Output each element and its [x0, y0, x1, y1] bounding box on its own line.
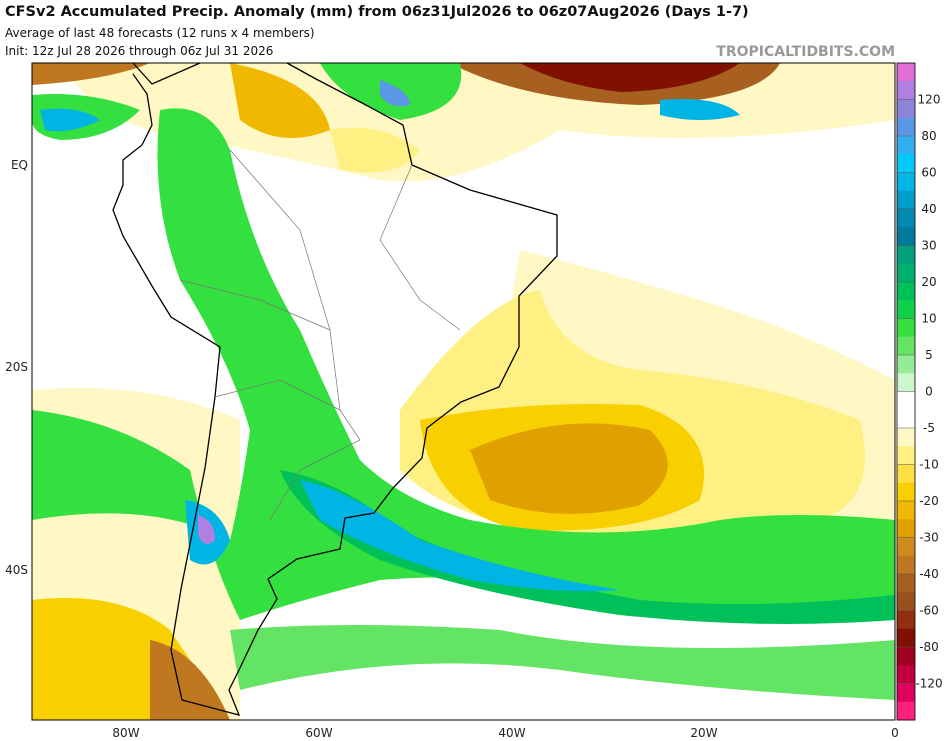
- colorbar-label: 10: [921, 312, 936, 326]
- subtitle: Average of last 48 forecasts (12 runs x …: [5, 26, 315, 40]
- title: CFSv2 Accumulated Precip. Anomaly (mm) f…: [5, 4, 749, 20]
- colorbar-segment: [897, 336, 915, 356]
- borders: [179, 149, 461, 521]
- colorbar-segment: [897, 300, 915, 319]
- colorbar-label: -30: [919, 531, 939, 545]
- colorbar-segment: [897, 245, 915, 265]
- colorbar-segment: [897, 683, 915, 703]
- colorbar-segment: [897, 428, 915, 447]
- colorbar-label: -20: [919, 494, 939, 508]
- colorbar-segment: [897, 117, 915, 137]
- colorbar-segment: [897, 136, 915, 155]
- colorbar-label: 30: [921, 239, 936, 253]
- colorbar-segment: [897, 154, 915, 173]
- colorbar-label: -60: [919, 604, 939, 618]
- colorbar-segment: [897, 592, 915, 611]
- watermark: TROPICALTIDBITS.COM: [716, 44, 895, 60]
- colorbar-label: -80: [919, 640, 939, 654]
- colorbar-segment: [897, 263, 915, 283]
- map-frame: [31, 62, 896, 721]
- lon-label: 40W: [498, 726, 525, 740]
- lon-label: 20W: [690, 726, 717, 740]
- colorbar-segment: [897, 519, 915, 538]
- colorbar-label: 5: [925, 348, 933, 362]
- colorbar-label: -5: [923, 421, 935, 435]
- colorbar-segment: [897, 172, 915, 192]
- lat-label: EQ: [11, 158, 28, 172]
- colorbar-segment: [897, 318, 915, 338]
- colorbar-label: 80: [921, 129, 936, 143]
- colorbar-segment: [897, 391, 915, 411]
- anomaly-field: [32, 63, 895, 720]
- colorbar-segment: [897, 464, 915, 484]
- colorbar-label: 20: [921, 275, 936, 289]
- lon-label: 80W: [112, 726, 139, 740]
- colorbar-label: -120: [915, 677, 942, 691]
- colorbar-segment: [897, 99, 915, 119]
- colorbar-segment: [897, 355, 915, 374]
- colorbar-segment: [897, 227, 915, 246]
- colorbar-segment: [897, 555, 915, 575]
- lat-label: 40S: [5, 563, 28, 577]
- init-text: Init: 12z Jul 28 2026 through 06z Jul 31…: [5, 44, 274, 58]
- colorbar-label: 40: [921, 202, 936, 216]
- colorbar-segment: [897, 81, 915, 100]
- colorbar-segment: [897, 190, 915, 210]
- colorbar-segment: [897, 701, 915, 721]
- coastline: [112, 62, 558, 716]
- colorbar-label: -10: [919, 458, 939, 472]
- colorbar-segment: [897, 282, 915, 301]
- lon-label: 60W: [305, 726, 332, 740]
- colorbar-segment: [897, 628, 915, 648]
- colorbar-label: 120: [918, 93, 941, 107]
- colorbar-segment: [897, 209, 915, 228]
- lat-label: 20S: [5, 360, 28, 374]
- colorbar-segment: [897, 446, 915, 465]
- colorbar-label: 0: [925, 385, 933, 399]
- lon-label: 0: [891, 726, 899, 740]
- colorbar-segment: [897, 373, 915, 392]
- colorbar-label: -40: [919, 567, 939, 581]
- colorbar-segment: [897, 647, 915, 666]
- colorbar-segment: [897, 610, 915, 630]
- colorbar-segment: [897, 665, 915, 684]
- colorbar-segment: [897, 501, 915, 520]
- colorbar-segment: [897, 537, 915, 557]
- colorbar-segment: [897, 63, 915, 82]
- colorbar-segment: [897, 574, 915, 593]
- colorbar-segment: [897, 482, 915, 502]
- colorbar-segment: [897, 409, 915, 429]
- colorbar-label: 60: [921, 166, 936, 180]
